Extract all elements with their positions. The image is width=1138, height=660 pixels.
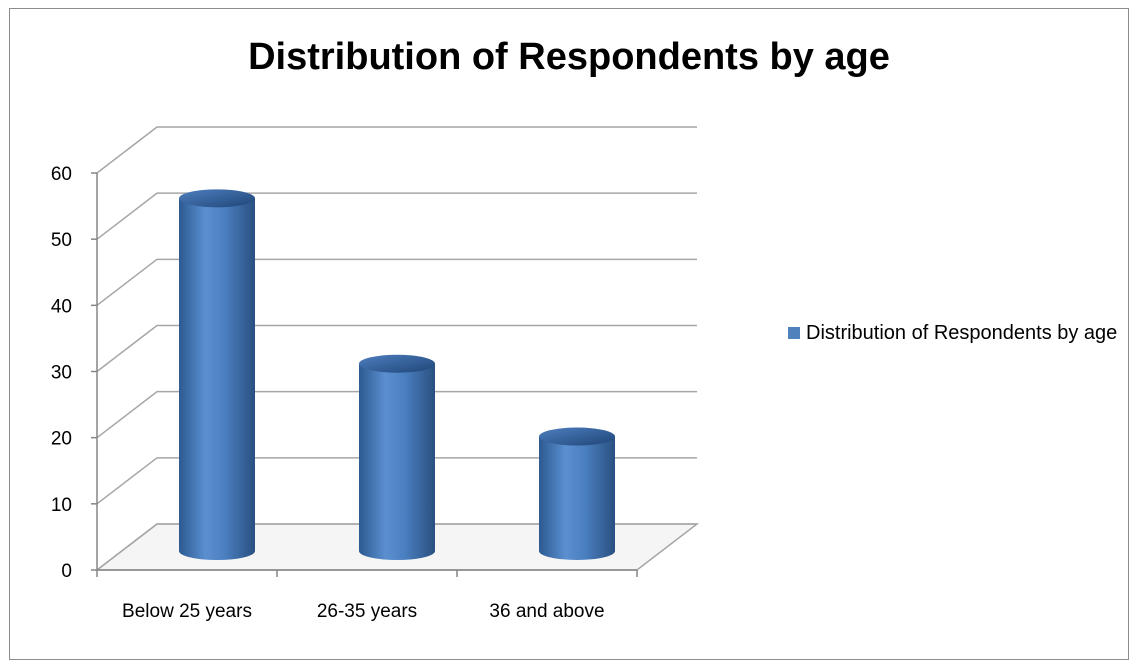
- gridline: [96, 523, 697, 571]
- axis-layer: 0 10 20 30 40 50 60 Below 25 years 26-35 years 36…: [51, 164, 638, 622]
- y-tick-label: 60: [51, 164, 72, 185]
- bar-body: [539, 436, 615, 560]
- y-tick-label: 40: [51, 296, 72, 317]
- bar-cap: [179, 189, 255, 208]
- bar-cap: [359, 354, 435, 373]
- gridline: [96, 390, 697, 439]
- y-tick-label: 30: [51, 363, 72, 384]
- x-tick-label: 36 and above: [489, 601, 604, 622]
- gridline: [96, 126, 697, 174]
- bar-layer: [179, 189, 615, 561]
- y-tick-label: 20: [51, 429, 72, 450]
- y-tick-label: 10: [51, 495, 72, 516]
- legend-swatch: [788, 327, 800, 339]
- bar-body: [359, 363, 435, 560]
- gridline: [96, 192, 697, 240]
- legend: Distribution of Respondents by age: [788, 318, 1118, 348]
- bar: [539, 427, 615, 560]
- legend-label: Distribution of Respondents by age: [806, 322, 1118, 344]
- gridline: [96, 324, 697, 373]
- gridline: [96, 457, 697, 505]
- bar-cap: [539, 427, 615, 446]
- bar: [359, 354, 435, 560]
- chart-title: Distribution of Respondents by age: [248, 36, 890, 78]
- x-tick-label: 26-35 years: [317, 601, 417, 622]
- y-tick-label: 0: [61, 561, 72, 582]
- gridline: [96, 258, 697, 306]
- y-tick-label: 50: [51, 230, 72, 251]
- x-tick-label: Below 25 years: [122, 601, 252, 622]
- bar: [179, 189, 255, 561]
- bar-body: [179, 198, 255, 561]
